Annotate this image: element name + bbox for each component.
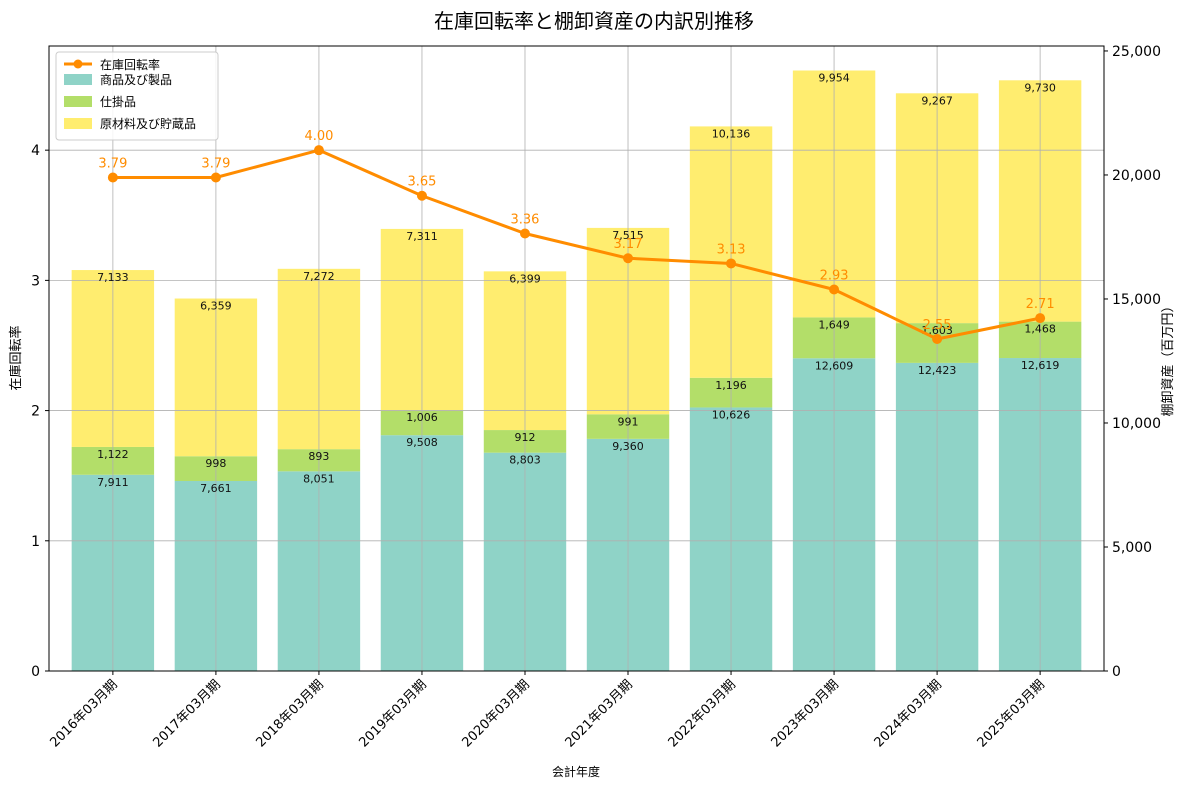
bar-value-label: 12,619 — [1021, 359, 1060, 372]
bar-value-label: 9,508 — [406, 436, 438, 449]
bar-value-label: 912 — [514, 431, 535, 444]
turnover-point — [107, 172, 118, 183]
legend-line-marker — [73, 59, 83, 69]
legend-label: 商品及び製品 — [100, 72, 172, 87]
y-right-axis-label: 棚卸資産（百万円） — [1160, 299, 1176, 416]
x-tick-label: 2017年03月期 — [150, 677, 223, 750]
bar-value-label: 7,515 — [612, 229, 644, 242]
bar-value-label: 9,360 — [612, 440, 644, 453]
x-tick-label: 2019年03月期 — [357, 677, 430, 750]
turnover-value-label: 2.93 — [820, 268, 849, 283]
y-left-tick-label: 1 — [31, 534, 40, 550]
bar-value-label: 1,006 — [406, 411, 438, 424]
bar-value-label: 9,730 — [1024, 81, 1056, 94]
turnover-value-label: 2.71 — [1026, 297, 1055, 312]
turnover-point — [210, 172, 221, 183]
bar-value-label: 893 — [308, 450, 329, 463]
x-tick-label: 2022年03月期 — [666, 677, 739, 750]
turnover-value-label: 3.79 — [201, 157, 230, 172]
turnover-point — [932, 333, 943, 344]
turnover-value-label: 3.13 — [717, 242, 746, 257]
turnover-point — [623, 253, 634, 264]
turnover-point — [416, 190, 427, 201]
turnover-point — [829, 284, 840, 295]
bar-value-label: 7,311 — [406, 230, 438, 243]
bar-value-label: 10,626 — [712, 408, 751, 421]
bar-value-label: 1,196 — [715, 379, 747, 392]
bar-value-label: 7,133 — [97, 271, 129, 284]
turnover-point — [519, 228, 530, 239]
y-left-tick-label: 4 — [31, 143, 40, 159]
y-left-tick-label: 3 — [31, 273, 40, 289]
bar-value-label: 10,136 — [712, 127, 751, 140]
x-tick-label: 2023年03月期 — [769, 677, 842, 750]
turnover-point — [313, 145, 324, 156]
y-left-tick-label: 2 — [31, 404, 40, 420]
legend-label: 在庫回転率 — [100, 57, 160, 72]
legend-bar-swatch — [64, 96, 92, 107]
bar-value-label: 998 — [205, 457, 226, 470]
turnover-value-label: 3.65 — [407, 175, 436, 190]
bar-value-label: 6,399 — [509, 272, 541, 285]
x-tick-label: 2024年03月期 — [872, 677, 945, 750]
bar-value-label: 9,954 — [818, 72, 850, 85]
bar-value-label: 1,468 — [1024, 323, 1056, 336]
bar-value-label: 1,122 — [97, 448, 129, 461]
turnover-value-label: 3.17 — [614, 237, 643, 252]
bar-value-label: 9,267 — [921, 94, 953, 107]
bar-value-label: 7,661 — [200, 482, 232, 495]
plot-frame — [48, 45, 1105, 672]
bar-value-label: 6,359 — [200, 300, 232, 313]
turnover-value-label: 4.00 — [304, 129, 333, 144]
bar-value-label: 12,609 — [815, 359, 854, 372]
legend-box — [55, 51, 219, 141]
y-right-tick-label: 15,000 — [1112, 292, 1161, 308]
y-right-tick-label: 5,000 — [1112, 540, 1152, 556]
bar-value-label: 8,803 — [509, 454, 541, 467]
y-left-tick-label: 0 — [31, 664, 40, 680]
x-tick-label: 2021年03月期 — [563, 677, 636, 750]
x-tick-label: 2018年03月期 — [253, 677, 326, 750]
turnover-point — [726, 258, 737, 269]
chart-title: 在庫回転率と棚卸資産の内訳別推移 — [434, 9, 754, 33]
y-left-axis-label: 在庫回転率 — [8, 325, 24, 390]
x-tick-label: 2016年03月期 — [47, 677, 120, 750]
legend-bar-swatch — [64, 118, 92, 129]
turnover-value-label: 3.79 — [98, 157, 127, 172]
bar-value-label: 7,272 — [303, 270, 335, 283]
legend-bar-swatch — [64, 74, 92, 85]
x-tick-label: 2025年03月期 — [975, 677, 1048, 750]
x-axis-label: 会計年度 — [552, 764, 600, 779]
bar-value-label: 12,423 — [918, 364, 957, 377]
bar-value-label: 1,649 — [818, 318, 850, 331]
y-right-tick-label: 10,000 — [1112, 416, 1161, 432]
bar-value-label: 8,051 — [303, 472, 335, 485]
bar-value-label: 7,911 — [97, 476, 129, 489]
y-right-tick-label: 20,000 — [1112, 168, 1161, 184]
y-right-tick-label: 0 — [1112, 664, 1121, 680]
turnover-point — [1035, 313, 1046, 324]
y-right-tick-label: 25,000 — [1112, 44, 1161, 60]
legend-label: 仕掛品 — [100, 94, 136, 109]
turnover-value-label: 2.55 — [923, 318, 952, 333]
turnover-line — [112, 148, 1041, 341]
legend-label: 原材料及び貯蔵品 — [100, 117, 196, 131]
turnover-value-label: 3.36 — [511, 213, 540, 228]
x-tick-label: 2020年03月期 — [460, 677, 533, 750]
bar-value-label: 991 — [618, 415, 639, 428]
